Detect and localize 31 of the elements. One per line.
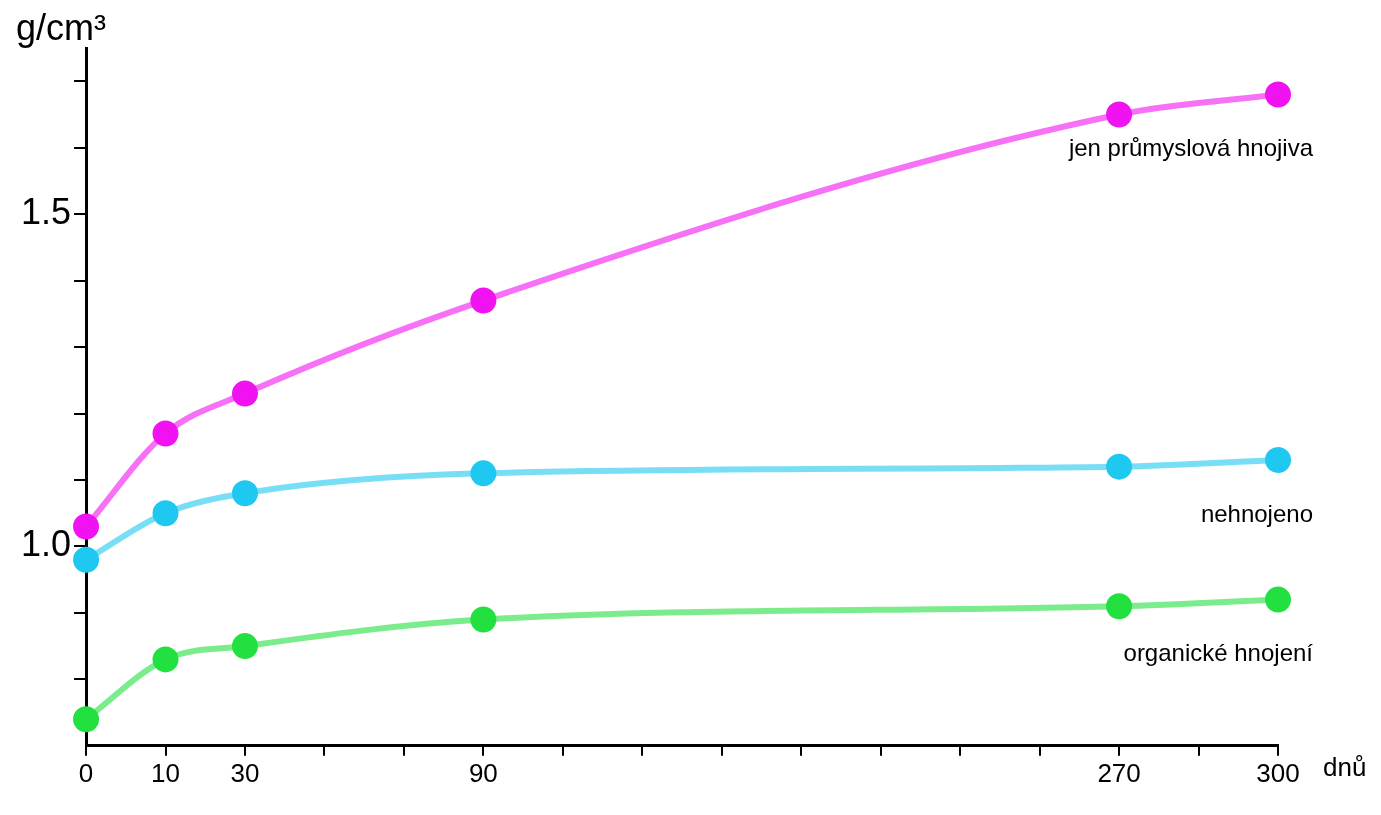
x-tick-label: 10 xyxy=(151,757,180,788)
point xyxy=(231,480,258,507)
series-label: jen průmyslová hnojiva xyxy=(1067,134,1314,162)
point xyxy=(470,606,497,633)
point xyxy=(231,633,258,660)
point xyxy=(73,513,100,540)
point xyxy=(1265,586,1291,613)
x-tick-label: 0 xyxy=(78,757,94,788)
point xyxy=(152,646,179,673)
y-axis-title: g/cm³ xyxy=(16,6,107,48)
y-tick-label: 1.0 xyxy=(21,523,72,565)
series-label: organické hnojení xyxy=(1123,639,1314,667)
point xyxy=(152,420,179,447)
point xyxy=(1106,453,1133,480)
point xyxy=(231,380,258,407)
point xyxy=(1265,447,1291,474)
point xyxy=(1106,101,1133,128)
x-tick-label: 300 xyxy=(1256,757,1300,788)
x-tick-label: 30 xyxy=(230,757,260,788)
point xyxy=(470,287,497,314)
x-tick-label: 90 xyxy=(468,757,498,788)
point xyxy=(1106,593,1133,620)
point xyxy=(73,706,100,733)
x-axis-title: dnů xyxy=(1323,751,1367,782)
point xyxy=(73,546,100,573)
point xyxy=(1265,81,1291,108)
x-tick-label: 270 xyxy=(1097,757,1141,788)
y-tick-label: 1.5 xyxy=(21,191,72,233)
point xyxy=(470,460,497,487)
series-label: nehnojeno xyxy=(1200,499,1313,527)
point xyxy=(152,500,179,527)
